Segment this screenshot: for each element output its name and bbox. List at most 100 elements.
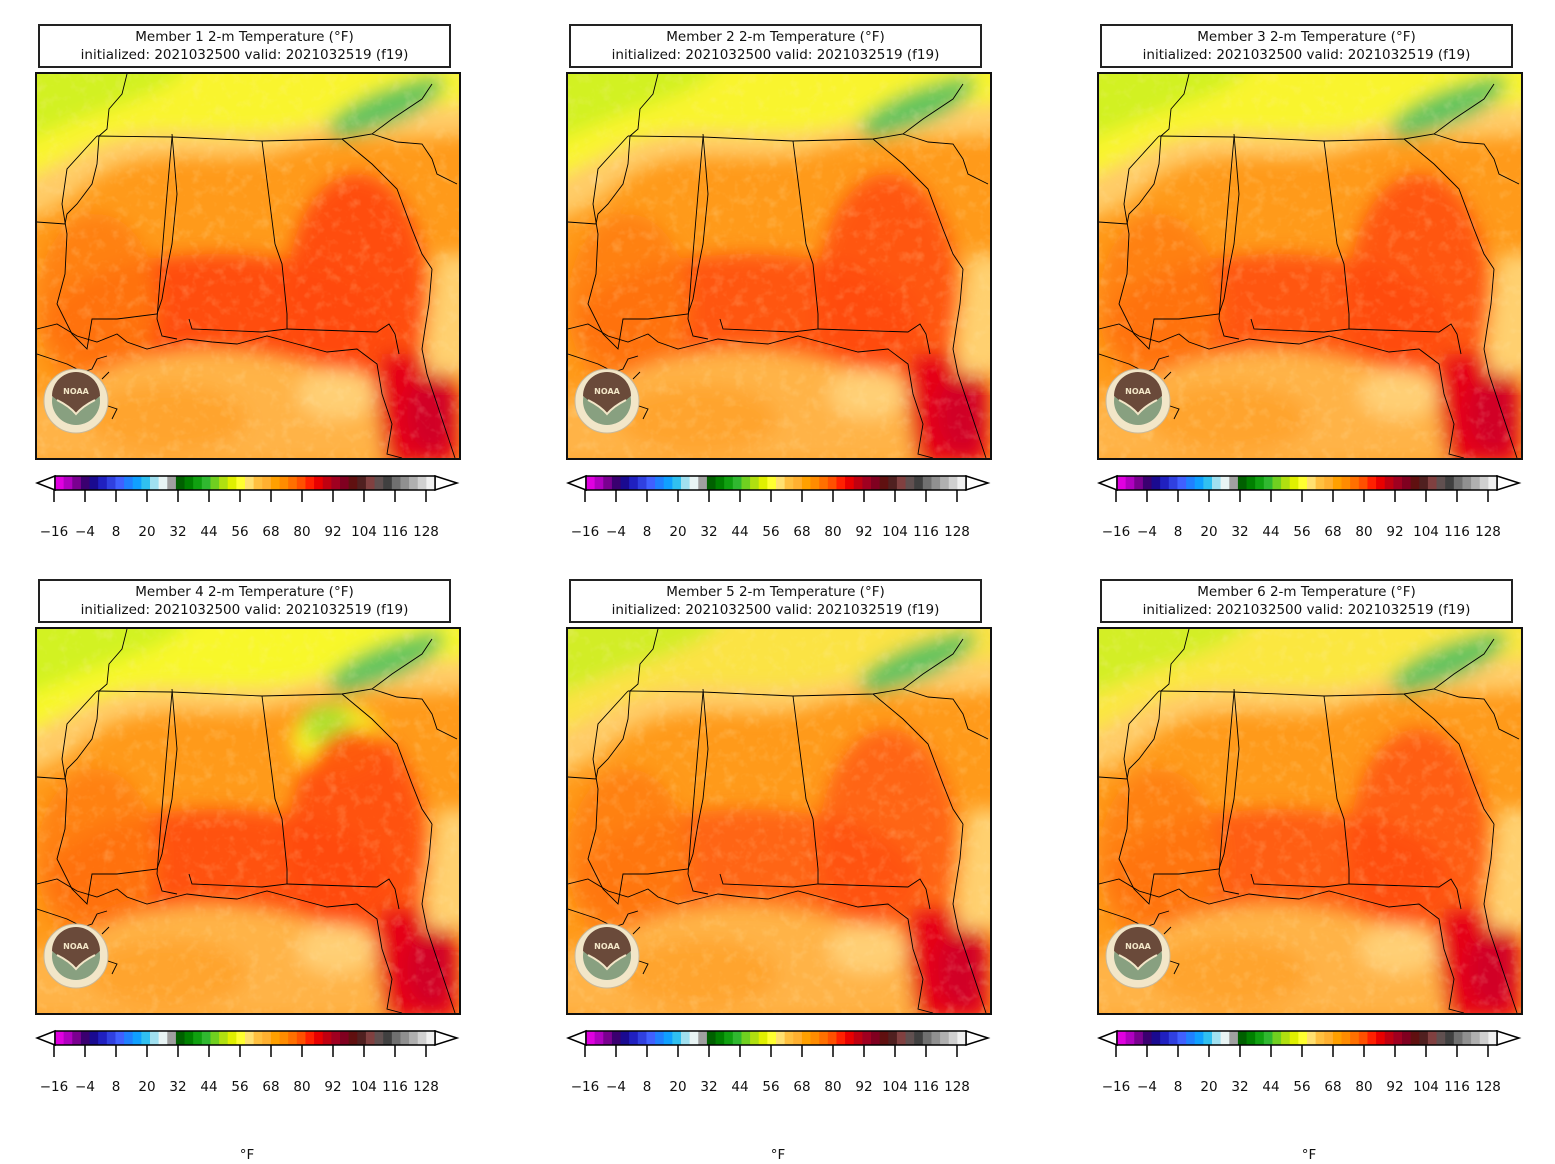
colorbar-extend-max xyxy=(965,474,991,492)
colorbar-swatch xyxy=(1402,476,1412,490)
panel-subtitle: initialized: 2021032500 valid: 202103251… xyxy=(80,47,409,63)
colorbar-swatch xyxy=(1160,1031,1170,1045)
colorbar-tick-label: 32 xyxy=(700,1079,718,1095)
panel-title-box: Member 4 2-m Temperature (°F) initialized… xyxy=(38,579,451,623)
colorbar-swatch xyxy=(348,1031,358,1045)
colorbar-swatch xyxy=(193,1031,203,1045)
colorbar-tick-label: 8 xyxy=(111,524,121,540)
colorbar-swatch xyxy=(1393,1031,1403,1045)
colorbar-swatch xyxy=(905,476,915,490)
colorbar-swatch xyxy=(879,476,889,490)
member-panel: Member 3 2-m Temperature (°F) initialized… xyxy=(1097,24,1527,584)
colorbar-tick-label: 80 xyxy=(1355,1079,1373,1095)
colorbar-tick-label: 116 xyxy=(913,1079,939,1095)
panel-title-box: Member 3 2-m Temperature (°F) initialized… xyxy=(1100,24,1513,68)
colorbar-swatch xyxy=(1168,476,1178,490)
colorbar-swatch xyxy=(417,1031,427,1045)
colorbar-extend-min xyxy=(1097,1029,1118,1047)
colorbar-swatch xyxy=(1186,476,1196,490)
colorbar-swatch xyxy=(132,1031,142,1045)
colorbar-tick-label: 32 xyxy=(169,524,187,540)
colorbar-swatch xyxy=(279,476,289,490)
colorbar-swatch xyxy=(1410,1031,1420,1045)
colorbar-swatch xyxy=(322,476,332,490)
colorbar-swatch xyxy=(646,1031,656,1045)
colorbar-swatch xyxy=(1203,1031,1213,1045)
logo-text: NOAA xyxy=(1125,387,1151,396)
temperature-map: NOAA xyxy=(566,627,992,1015)
colorbar-swatch xyxy=(1341,1031,1351,1045)
colorbar-tick-label: 32 xyxy=(1231,1079,1249,1095)
colorbar-swatch xyxy=(158,476,168,490)
colorbar-swatch xyxy=(672,476,682,490)
colorbar-swatch xyxy=(611,1031,622,1045)
colorbar-swatch xyxy=(391,1031,401,1045)
panel-subtitle: initialized: 2021032500 valid: 202103251… xyxy=(1142,47,1471,63)
noaa-logo-icon: NOAA xyxy=(574,923,640,989)
colorbar-swatch xyxy=(1350,1031,1360,1045)
colorbar-swatch xyxy=(620,1031,630,1045)
colorbar-swatch xyxy=(732,476,742,490)
colorbar-swatch xyxy=(89,1031,99,1045)
colorbar-swatch xyxy=(655,476,665,490)
colorbar-tick-label: 32 xyxy=(1231,524,1249,540)
colorbar-swatch xyxy=(948,476,958,490)
colorbar-swatch xyxy=(1194,476,1204,490)
colorbar-swatch xyxy=(871,1031,881,1045)
colorbar-tick-label: 56 xyxy=(231,1079,249,1095)
colorbar-swatch xyxy=(1117,1031,1127,1045)
logo-text: NOAA xyxy=(63,942,89,951)
colorbar-swatch xyxy=(253,1031,263,1045)
colorbar-swatch xyxy=(629,1031,639,1045)
colorbar-swatch xyxy=(1142,476,1153,490)
colorbar-swatch xyxy=(1358,476,1368,490)
colorbar-swatch xyxy=(150,1031,160,1045)
colorbar-swatch xyxy=(741,476,751,490)
colorbar-tick-label: 56 xyxy=(1293,1079,1311,1095)
colorbar-unit-label: °F xyxy=(1301,1147,1317,1163)
colorbar-swatch xyxy=(1142,1031,1153,1045)
colorbar-swatch xyxy=(72,1031,82,1045)
member-panel: Member 5 2-m Temperature (°F) initialized… xyxy=(566,579,996,1163)
temperature-map: NOAA xyxy=(566,72,992,460)
colorbar-tick-label: 56 xyxy=(1293,524,1311,540)
colorbar-swatch xyxy=(1462,1031,1472,1045)
colorbar-swatch xyxy=(1229,476,1239,490)
logo-text: NOAA xyxy=(594,387,620,396)
colorbar-swatch xyxy=(1427,1031,1438,1045)
colorbar-swatch xyxy=(296,1031,306,1045)
colorbar-swatch xyxy=(1488,476,1498,490)
colorbar-tick-label: 104 xyxy=(351,1079,377,1095)
colorbar-swatch xyxy=(1289,476,1299,490)
colorbar-swatch xyxy=(305,476,315,490)
state-borders xyxy=(37,629,458,1013)
colorbar-tick-label: 104 xyxy=(882,1079,908,1095)
colorbar-swatch xyxy=(767,476,777,490)
colorbar-tick-label: 104 xyxy=(1413,1079,1439,1095)
colorbar-swatch xyxy=(776,476,786,490)
colorbar-swatch xyxy=(629,476,639,490)
state-borders xyxy=(568,629,989,1013)
colorbar-swatch xyxy=(1376,1031,1386,1045)
colorbar-swatch xyxy=(1281,476,1291,490)
colorbar-swatch xyxy=(400,476,410,490)
colorbar xyxy=(566,474,991,502)
colorbar-swatch xyxy=(1445,1031,1455,1045)
colorbar-swatch xyxy=(55,476,65,490)
colorbar-swatch xyxy=(1194,1031,1204,1045)
colorbar-tick-label: 104 xyxy=(882,524,908,540)
colorbar-swatch xyxy=(836,1031,846,1045)
colorbar-swatch xyxy=(681,1031,691,1045)
colorbar-swatch xyxy=(931,476,941,490)
colorbar-swatch xyxy=(132,476,142,490)
panel-title-box: Member 1 2-m Temperature (°F) initialized… xyxy=(38,24,451,68)
colorbar-swatch xyxy=(732,1031,742,1045)
colorbar-swatch xyxy=(1324,1031,1334,1045)
temperature-map: NOAA xyxy=(35,72,461,460)
colorbar-swatch xyxy=(63,1031,73,1045)
colorbar-swatch xyxy=(98,476,108,490)
colorbar-swatch xyxy=(655,1031,665,1045)
logo-text: NOAA xyxy=(1125,942,1151,951)
colorbar-swatch xyxy=(957,1031,967,1045)
colorbar-swatch xyxy=(603,1031,613,1045)
